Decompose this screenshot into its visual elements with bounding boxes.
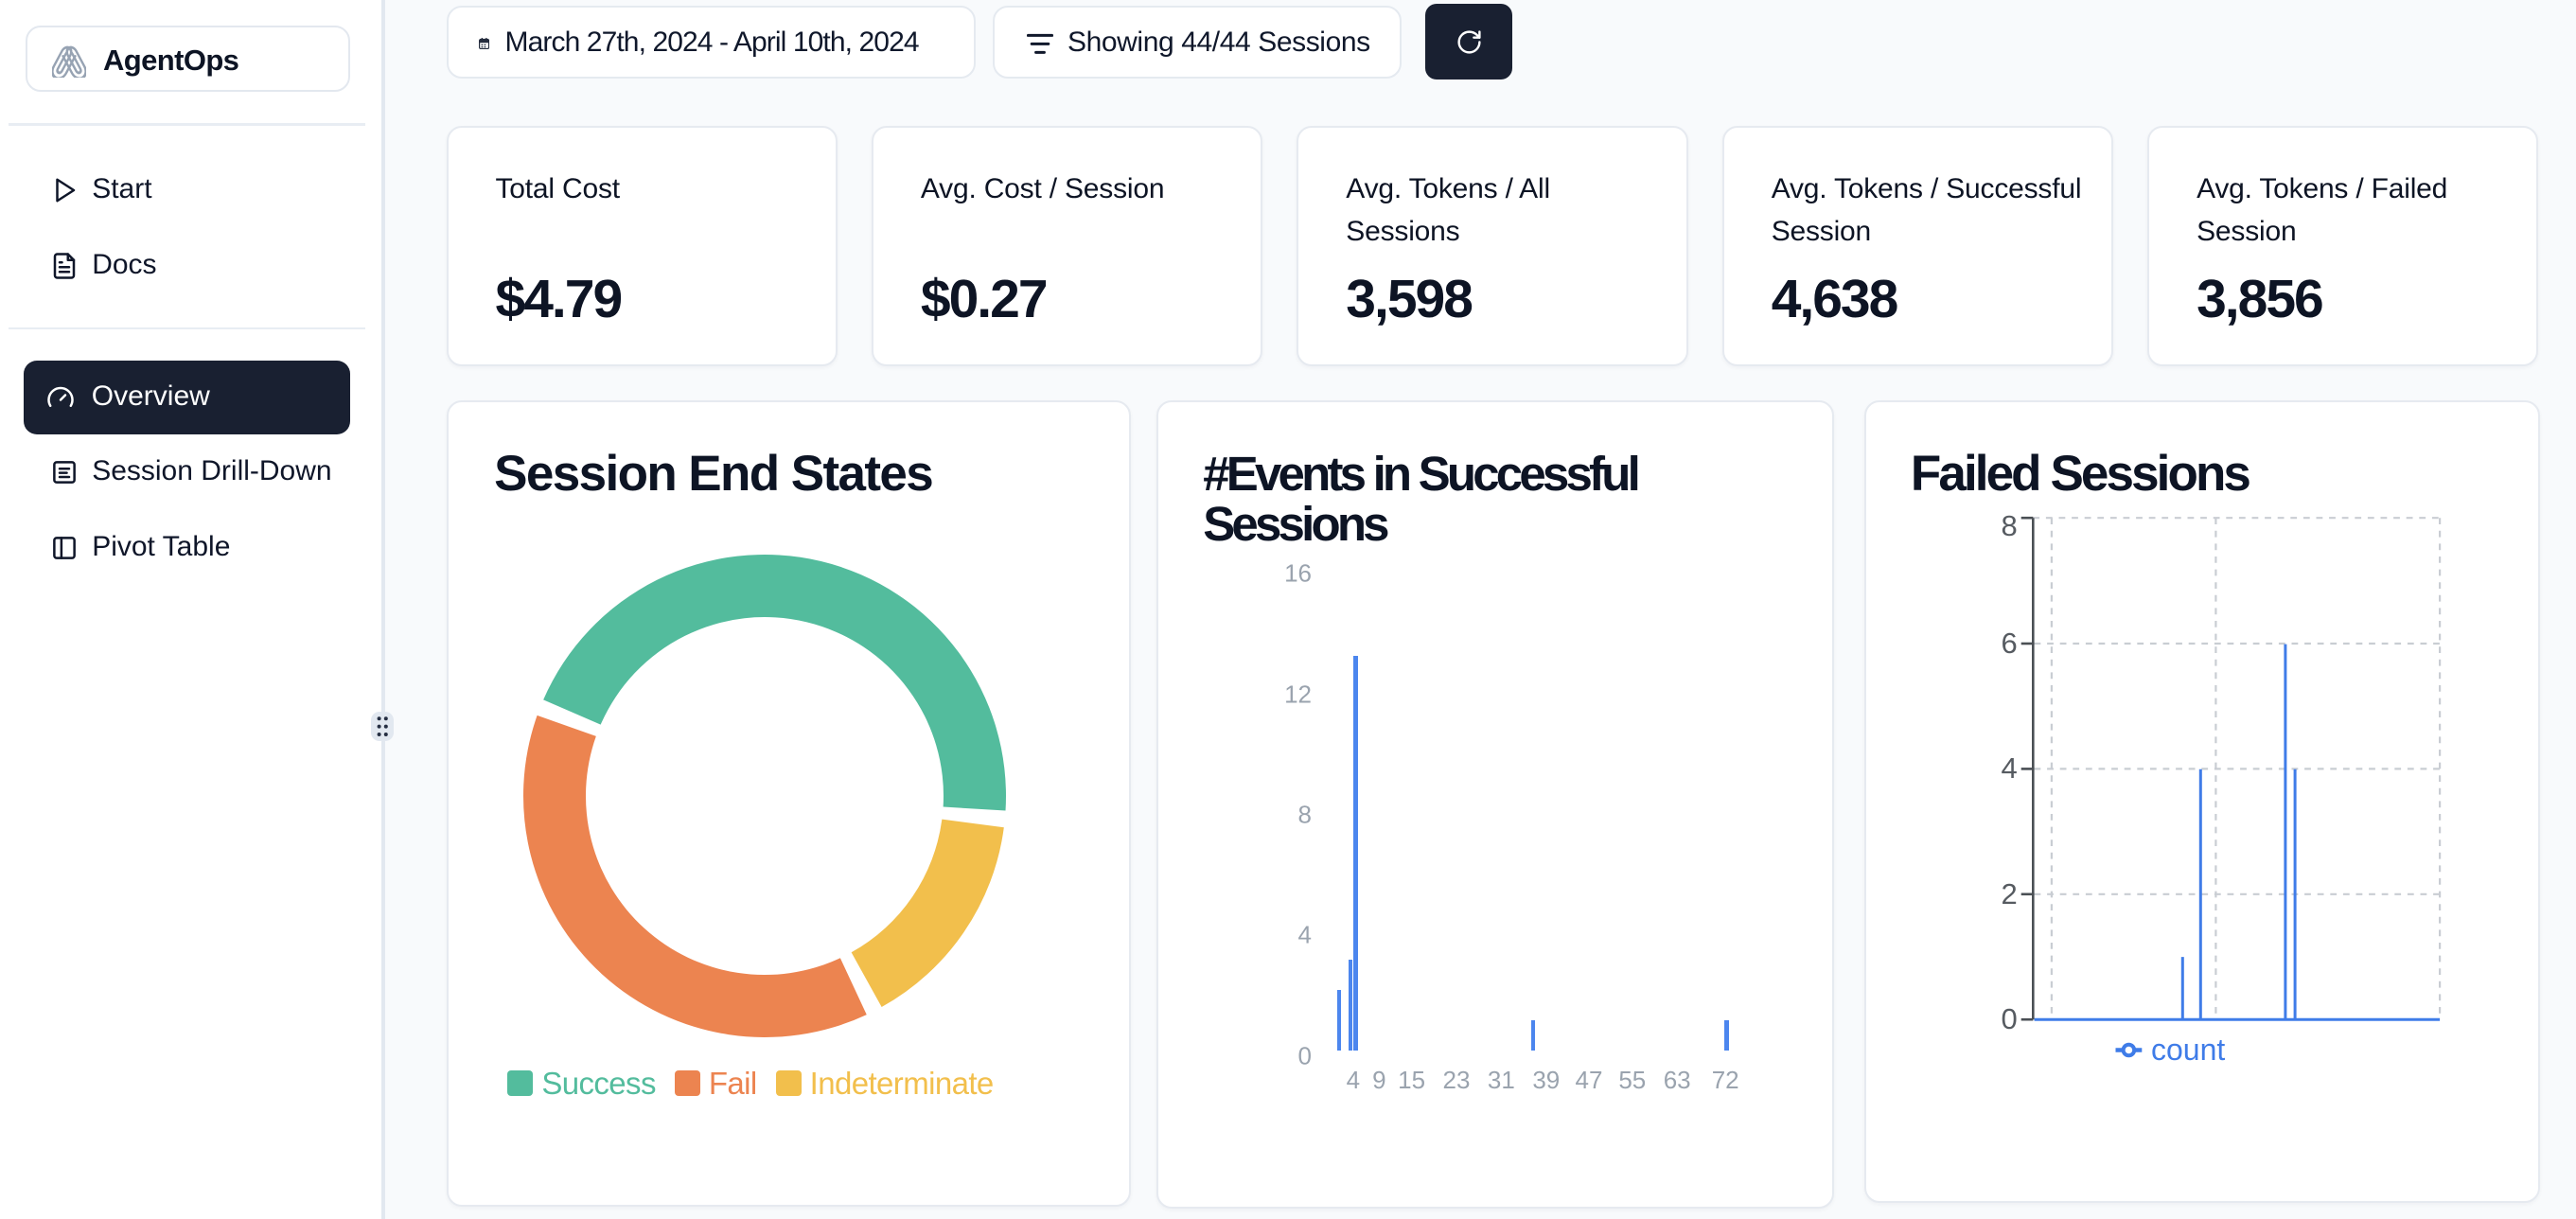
svg-text:count: count bbox=[2151, 1033, 2225, 1067]
